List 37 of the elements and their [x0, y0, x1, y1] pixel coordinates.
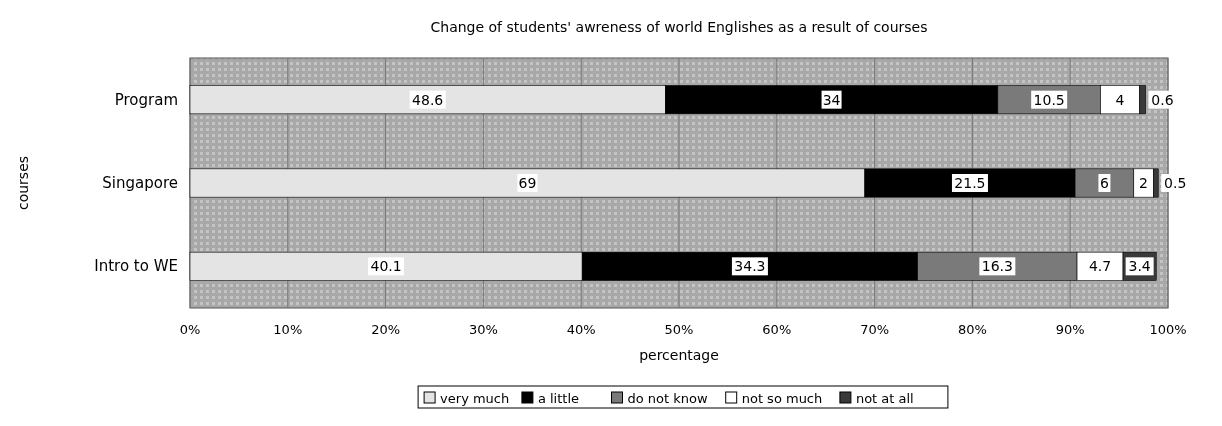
- y-axis-title: courses: [15, 155, 31, 211]
- data-label: 21.5: [954, 175, 986, 191]
- x-tick-label: 50%: [664, 322, 694, 337]
- data-label: 34: [822, 91, 841, 108]
- data-label: 69: [518, 175, 537, 191]
- legend-label: very much: [440, 391, 510, 406]
- data-label: 16.3: [981, 258, 1013, 275]
- data-label: 10.5: [1033, 91, 1065, 108]
- data-label: 34.3: [734, 258, 766, 275]
- legend-label: a little: [537, 391, 580, 406]
- data-label: 4: [1115, 91, 1125, 108]
- data-label: 2: [1139, 175, 1149, 191]
- data-label: 4.7: [1088, 258, 1112, 275]
- x-tick-label: 70%: [860, 322, 890, 337]
- y-tick-label: Program: [114, 90, 178, 109]
- x-tick-label: 60%: [762, 322, 792, 337]
- legend-label: not so much: [741, 391, 823, 406]
- y-tick-label: Singapore: [102, 174, 178, 192]
- legend-label: not at all: [855, 391, 914, 406]
- data-label: 3.4: [1128, 258, 1151, 275]
- x-tick-label: 90%: [1055, 322, 1085, 337]
- x-tick-label: 20%: [371, 322, 401, 337]
- x-tick-label: 100%: [1149, 322, 1187, 337]
- data-label: 0.5: [1164, 175, 1187, 191]
- x-tick-label: 80%: [957, 322, 987, 337]
- x-tick-label: 0%: [179, 322, 201, 337]
- legend-label: do not know: [627, 391, 708, 406]
- data-label: 48.6: [412, 91, 444, 108]
- data-label: 0.6: [1151, 91, 1174, 108]
- x-tick-label: 30%: [468, 322, 498, 337]
- data-label: 40.1: [370, 258, 402, 275]
- x-tick-label: 40%: [566, 322, 596, 337]
- y-tick-label: Intro to WE: [94, 257, 178, 276]
- data-label: 6: [1099, 175, 1109, 191]
- x-axis-title: percentage: [639, 347, 719, 363]
- x-tick-label: 10%: [273, 322, 303, 337]
- chart-title: Change of students' awreness of world Englishes as a result of courses: [430, 19, 928, 35]
